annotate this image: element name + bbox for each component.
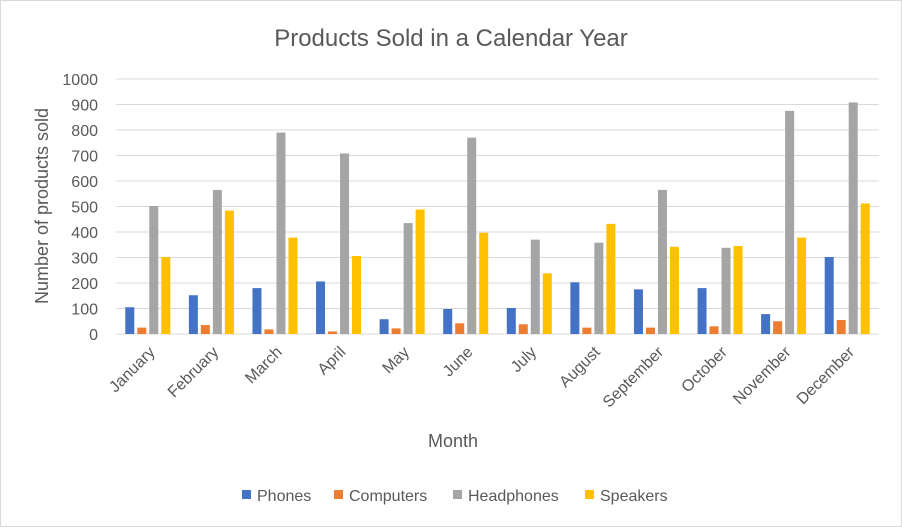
bar-speakers-september [669,246,679,334]
y-axis-ticks: 0 100 200 300 400 500 600 700 800 900 1000 [62,72,98,344]
y-tick-label: 600 [71,174,98,191]
x-tick-label: September [600,343,668,411]
y-tick-label: 800 [71,123,98,140]
bar-headphones-february [212,189,222,334]
bar-computers-november [773,321,783,334]
x-tick-label: May [380,344,413,377]
legend-label-speakers: Speakers [600,488,668,505]
bar-speakers-march [288,237,298,334]
bar-speakers-february [224,210,234,334]
bar-headphones-april [340,153,350,334]
legend-swatch-speakers [585,490,594,499]
bar-headphones-march [276,132,286,334]
bar-phones-may [379,319,389,334]
x-tick-label: October [679,343,732,396]
bar-phones-march [252,288,262,334]
bar-computers-january [137,327,147,334]
bar-speakers-december [860,203,870,334]
bar-speakers-july [542,273,552,334]
y-axis-title: Number of products sold [32,108,52,304]
x-tick-label: January [106,344,158,396]
y-tick-label: 200 [71,276,98,293]
y-tick-label: 700 [71,149,98,166]
bar-computers-may [391,328,401,334]
bar-speakers-january [161,256,171,334]
bar-phones-november [761,314,771,334]
bar-computers-march [264,329,274,334]
y-tick-label: 400 [71,225,98,242]
bar-phones-january [125,307,135,334]
legend-swatch-computers [334,490,343,499]
y-tick-label: 1000 [62,72,98,89]
x-tick-label: March [242,344,285,387]
bar-phones-august [570,282,580,334]
bar-computers-february [200,325,210,334]
bar-speakers-august [606,223,616,334]
x-tick-label: November [730,343,795,408]
bar-headphones-may [403,223,413,334]
bar-headphones-september [657,189,667,334]
x-tick-label: February [165,344,222,401]
x-tick-label: April [315,344,350,379]
bar-phones-april [316,281,326,334]
x-tick-label: June [440,344,477,381]
legend-label-headphones: Headphones [468,488,559,505]
bar-phones-february [188,295,198,334]
bar-speakers-june [479,232,489,334]
bar-computers-july [518,324,528,334]
bar-headphones-august [594,242,604,334]
bar-headphones-october [721,247,731,334]
bar-headphones-january [149,205,159,334]
bar-phones-october [697,288,707,334]
bar-headphones-december [848,102,858,335]
x-tick-label: July [508,344,540,376]
bar-speakers-may [415,209,425,334]
x-tick-label: December [794,343,859,408]
bar-phones-december [824,256,834,334]
legend-label-computers: Computers [349,488,427,505]
y-tick-label: 100 [71,302,98,319]
bar-phones-september [633,289,643,334]
y-tick-label: 900 [71,98,98,115]
bar-headphones-november [785,110,795,334]
bar-speakers-april [352,255,362,334]
bar-speakers-october [733,246,743,334]
x-tick-label: August [556,343,604,391]
bar-computers-april [328,331,338,334]
bar-headphones-june [467,137,477,334]
bar-computers-september [645,327,655,334]
legend: Phones Computers Headphones Speakers [242,488,668,505]
bars [125,102,870,335]
bar-phones-july [506,307,516,334]
bar-phones-june [443,309,453,334]
x-axis-ticks: January February March April May June July Augu… [106,343,858,411]
bar-computers-june [455,323,465,334]
bar-computers-august [582,327,592,334]
legend-swatch-phones [242,490,251,499]
x-axis-title: Month [428,431,478,451]
bar-speakers-november [797,237,807,334]
legend-swatch-headphones [453,490,462,499]
gridlines [116,78,879,335]
y-tick-label: 500 [71,200,98,217]
legend-label-phones: Phones [257,488,311,505]
bar-headphones-july [530,239,540,334]
y-tick-label: 0 [89,327,98,344]
chart-title: Products Sold in a Calendar Year [274,25,628,52]
bar-computers-december [836,319,846,334]
bar-computers-october [709,326,719,334]
y-tick-label: 300 [71,251,98,268]
